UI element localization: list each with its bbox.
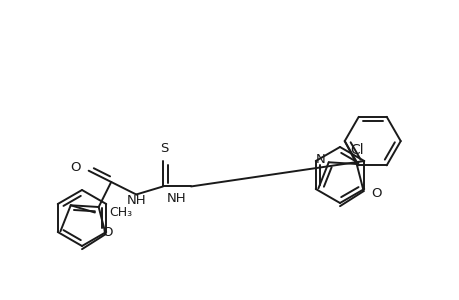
Text: Cl: Cl [349, 143, 363, 157]
Text: NH: NH [167, 192, 186, 205]
Text: NH: NH [126, 194, 146, 207]
Text: O: O [371, 187, 381, 200]
Text: O: O [70, 161, 80, 174]
Text: O: O [102, 226, 112, 238]
Text: CH₃: CH₃ [109, 206, 132, 219]
Text: N: N [315, 153, 325, 166]
Text: S: S [160, 142, 168, 155]
